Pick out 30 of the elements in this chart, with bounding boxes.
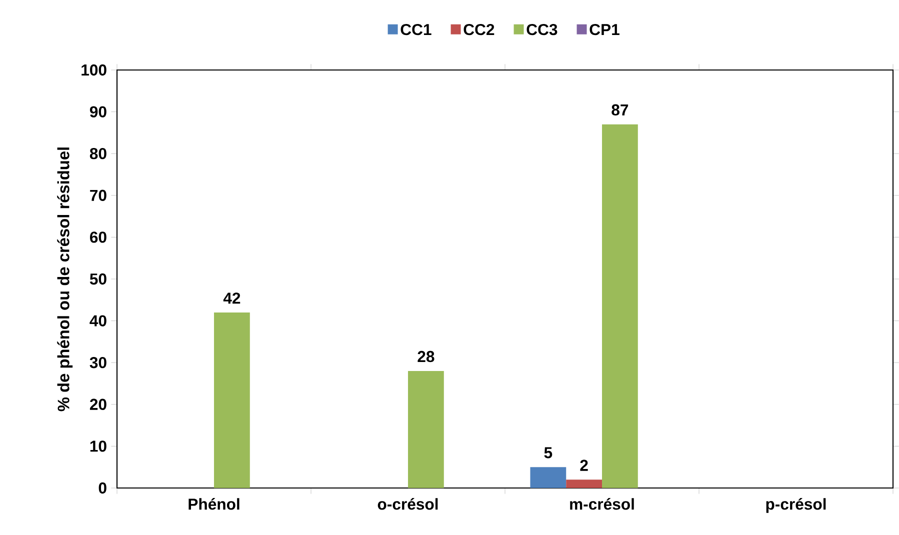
data-label: 42	[223, 292, 240, 304]
legend-label: CC3	[526, 24, 558, 36]
y-tick-label: 40	[90, 315, 106, 326]
bar	[602, 124, 638, 488]
legend-label: CP1	[590, 24, 620, 36]
x-tick-label: o-crésol	[378, 498, 438, 510]
y-tick-label: 70	[90, 190, 106, 201]
y-axis-title: % de phénol ou de crésol résiduel	[57, 148, 73, 412]
bar	[408, 370, 444, 488]
y-tick-label: 100	[82, 64, 106, 76]
y-tick-label: 20	[90, 398, 106, 410]
legend-label: CC2	[464, 24, 494, 36]
x-tick-label: Phénol	[188, 498, 240, 510]
bar	[566, 480, 602, 488]
y-tick-label: 50	[90, 273, 106, 285]
data-label: 87	[612, 104, 628, 116]
bar	[214, 312, 250, 488]
y-tick-label: 30	[90, 356, 106, 368]
y-tick-label: 60	[90, 232, 106, 243]
y-tick-label: 90	[90, 106, 106, 118]
y-tick-label: 80	[90, 148, 106, 160]
x-tick-label: m-crésol	[570, 498, 634, 510]
y-tick-label: 10	[90, 440, 106, 452]
data-label: 2	[580, 460, 588, 471]
legend-label: CC1	[400, 24, 432, 36]
bar	[530, 467, 566, 488]
data-label: 28	[418, 350, 434, 362]
data-label: 5	[544, 447, 552, 458]
x-tick-label: p-crésol	[766, 498, 826, 513]
y-tick-label: 0	[98, 482, 106, 494]
